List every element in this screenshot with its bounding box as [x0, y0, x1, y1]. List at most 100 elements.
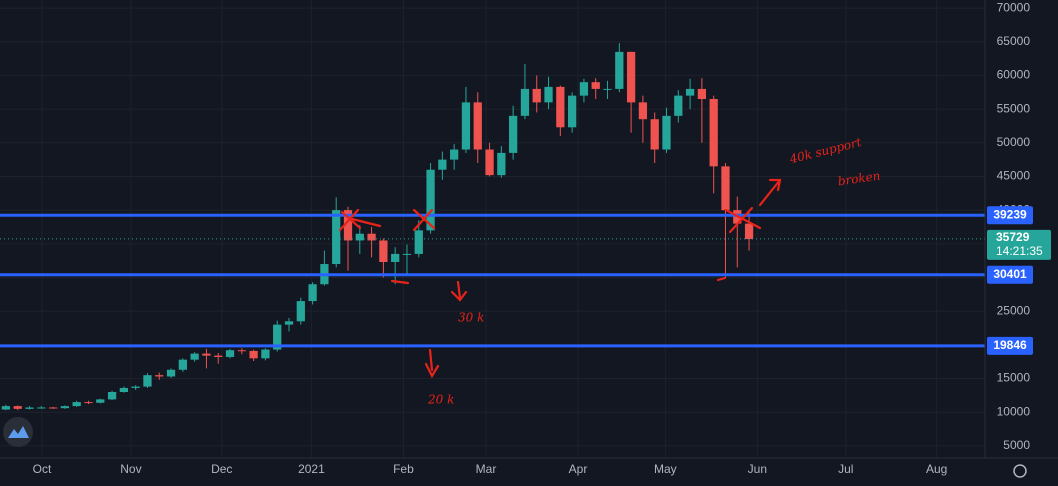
- candle-body: [225, 350, 235, 357]
- candle-body: [296, 301, 305, 322]
- candle-body: [190, 353, 199, 360]
- candle-body: [438, 159, 447, 170]
- y-tick-label: 70000: [997, 0, 1031, 14]
- candle-body: [509, 115, 518, 153]
- logo-icon[interactable]: [8, 426, 29, 438]
- candle-body: [37, 407, 46, 409]
- x-mark: [412, 208, 436, 232]
- candle-body: [214, 355, 223, 357]
- candle-body: [626, 51, 636, 103]
- candle-body: [308, 284, 317, 302]
- x-tick-label: Aug: [926, 462, 947, 476]
- annotation: 30 k: [458, 311, 484, 325]
- candle-body: [261, 349, 270, 359]
- candle-body: [579, 82, 589, 96]
- candle-body: [178, 359, 187, 370]
- candle-body: [166, 369, 176, 377]
- x-tick-label: May: [654, 462, 677, 476]
- arrow: [758, 178, 782, 207]
- y-tick-label: 25000: [997, 303, 1031, 317]
- x-tick-label: Mar: [476, 462, 497, 476]
- candle-body: [426, 169, 435, 231]
- candle-body: [332, 210, 341, 265]
- x-tick-label: Feb: [393, 462, 414, 476]
- candle-body: [709, 99, 718, 167]
- settings[interactable]: [1013, 464, 1027, 478]
- hand-marks: [338, 178, 782, 379]
- candle-body: [284, 321, 294, 325]
- logo-circle[interactable]: [3, 417, 33, 447]
- x-mark: [724, 206, 762, 234]
- candle-body: [155, 375, 164, 377]
- candle-body: [638, 102, 648, 120]
- candle-body: [367, 233, 376, 241]
- level-label-box: [987, 206, 1033, 225]
- candle-body: [249, 350, 258, 359]
- candle-body: [450, 149, 459, 160]
- tick-mark: [716, 276, 727, 282]
- candle-body: [237, 350, 246, 352]
- y-tick-label: 55000: [997, 101, 1031, 115]
- x-mark: [338, 208, 382, 232]
- candle-body: [96, 399, 105, 403]
- arrow: [450, 280, 468, 302]
- candle-body: [1, 406, 11, 410]
- tick-mark: [390, 279, 410, 285]
- last-price-label: 35729: [996, 230, 1030, 244]
- candle-body: [520, 88, 530, 116]
- annotation: 20 k: [427, 393, 454, 407]
- candle-body: [379, 240, 388, 263]
- logo[interactable]: [3, 417, 33, 447]
- settings-icon[interactable]: [1013, 464, 1027, 478]
- candle-body: [591, 82, 600, 89]
- candle-body: [544, 86, 553, 103]
- x-tick-label: Oct: [33, 462, 52, 476]
- x-tick-label: Dec: [211, 462, 232, 476]
- candle-body: [72, 402, 81, 407]
- level-label-box: [987, 265, 1033, 284]
- y-tick-label: 10000: [997, 404, 1031, 418]
- level-label: 39239: [993, 207, 1027, 221]
- candle-body: [107, 391, 117, 400]
- y-tick-label: 45000: [997, 169, 1031, 183]
- candle-body: [48, 407, 58, 409]
- arrow: [424, 348, 440, 379]
- candle-body: [674, 95, 683, 116]
- candle-body: [13, 406, 22, 409]
- annotation: broken: [837, 169, 881, 189]
- level-label-box: [987, 336, 1033, 355]
- x-tick-label: Nov: [120, 462, 141, 476]
- countdown: 14:21:35: [996, 244, 1043, 258]
- candle-body: [697, 88, 707, 100]
- candle-body: [402, 253, 412, 255]
- candles: [1, 43, 754, 411]
- level-label: 19846: [993, 338, 1027, 352]
- candle-body: [485, 149, 494, 176]
- candle-body: [273, 324, 282, 350]
- candle-body: [615, 51, 624, 89]
- y-tick-label: 15000: [997, 371, 1031, 385]
- grid: [0, 0, 985, 458]
- levels: [0, 213, 985, 348]
- candle-body: [556, 86, 565, 128]
- candle-body: [685, 88, 695, 96]
- labels: 5000100001500020000250003000035000400004…: [33, 0, 1051, 476]
- x-tick-label: 2021: [298, 462, 325, 476]
- y-tick-label: 65000: [997, 34, 1031, 48]
- candle-body: [60, 406, 70, 409]
- y-tick-label: 60000: [997, 68, 1031, 82]
- candle-body: [355, 233, 364, 241]
- candle-body: [391, 253, 400, 263]
- x-tick-label: Jul: [838, 462, 853, 476]
- candle-body: [721, 166, 730, 211]
- candle-body: [497, 152, 506, 176]
- candle-body: [650, 119, 659, 150]
- candle-body: [461, 102, 471, 150]
- y-tick-label: 50000: [997, 135, 1031, 149]
- candle-body: [202, 353, 211, 356]
- x-tick-label: Jun: [748, 462, 767, 476]
- candle-body: [25, 407, 34, 409]
- candle-body: [343, 210, 353, 241]
